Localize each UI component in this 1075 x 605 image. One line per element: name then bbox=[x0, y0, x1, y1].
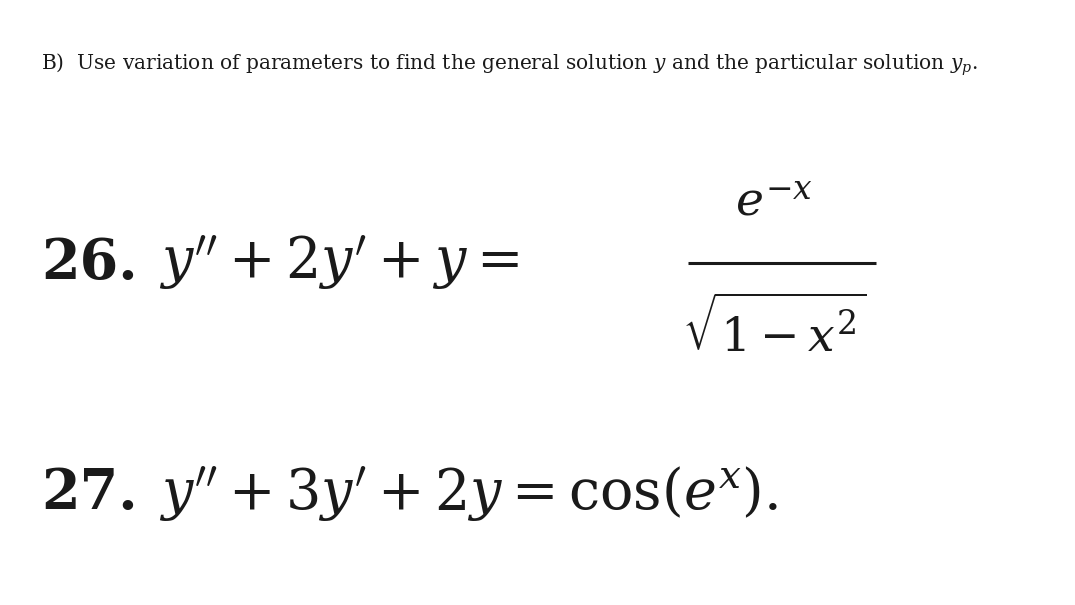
Text: B)  Use variation of parameters to find the general solution $y$ and the particu: B) Use variation of parameters to find t… bbox=[41, 51, 977, 78]
Text: 26.: 26. bbox=[41, 236, 138, 290]
Text: $e^{-x}$: $e^{-x}$ bbox=[735, 180, 813, 226]
Text: 27.: 27. bbox=[41, 466, 138, 520]
Text: $\sqrt{1-x^2}$: $\sqrt{1-x^2}$ bbox=[682, 298, 866, 362]
Text: $y'' + 3y' + 2y = \mathrm{cos}(e^x).$: $y'' + 3y' + 2y = \mathrm{cos}(e^x).$ bbox=[159, 463, 778, 523]
Text: $y'' + 2y' + y =$: $y'' + 2y' + y =$ bbox=[159, 234, 519, 292]
